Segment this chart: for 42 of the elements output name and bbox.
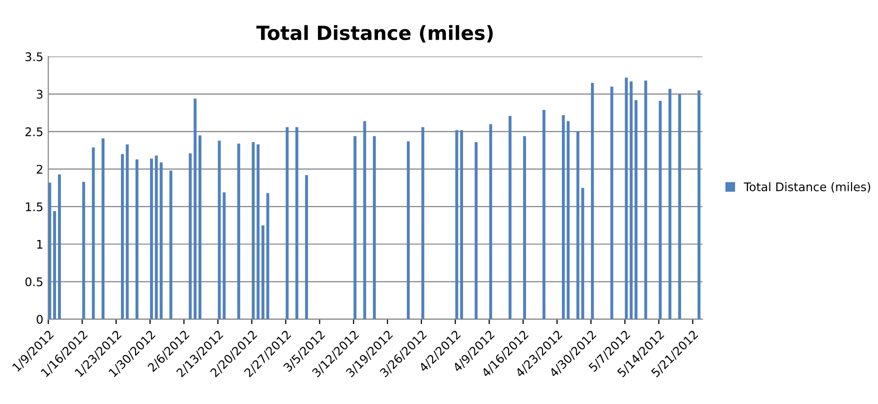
bar (421, 127, 424, 320)
bar (460, 130, 464, 320)
bar (92, 147, 95, 320)
y-tick-label: 2.5 (26, 127, 42, 136)
bar (668, 88, 672, 320)
bar (590, 82, 594, 320)
bar (295, 127, 298, 320)
bar (698, 90, 700, 320)
y-tick-label: 3.5 (26, 52, 42, 62)
bar (120, 154, 124, 320)
chart-title: Total Distance (miles) (256, 25, 493, 42)
bar (508, 116, 512, 320)
bar (634, 100, 638, 320)
bar (474, 142, 478, 320)
bar (489, 124, 492, 320)
bar (523, 136, 526, 320)
bar (372, 136, 376, 320)
bar (261, 225, 264, 320)
bar (256, 144, 260, 320)
legend-label: Total Distance (miles) (744, 182, 870, 193)
bar (102, 138, 104, 320)
bar (363, 121, 366, 320)
bar (53, 211, 56, 320)
bar (150, 158, 153, 320)
y-tick-label: 1.5 (26, 202, 42, 212)
y-tick-label: 0.5 (25, 277, 42, 286)
y-tick-label: 0 (36, 314, 43, 324)
y-tick-label: 3 (36, 90, 42, 99)
bar (58, 174, 61, 320)
bar (576, 132, 580, 320)
bar (194, 98, 197, 320)
bar (678, 94, 682, 320)
bar (542, 110, 546, 320)
bar (169, 170, 172, 320)
y-tick-label: 1 (37, 240, 42, 249)
bar (136, 159, 138, 320)
bar (354, 136, 356, 320)
bar (198, 135, 202, 320)
bar (82, 182, 86, 320)
bar (286, 127, 289, 320)
y-tick-label: 2 (36, 164, 42, 174)
bar (305, 175, 308, 320)
